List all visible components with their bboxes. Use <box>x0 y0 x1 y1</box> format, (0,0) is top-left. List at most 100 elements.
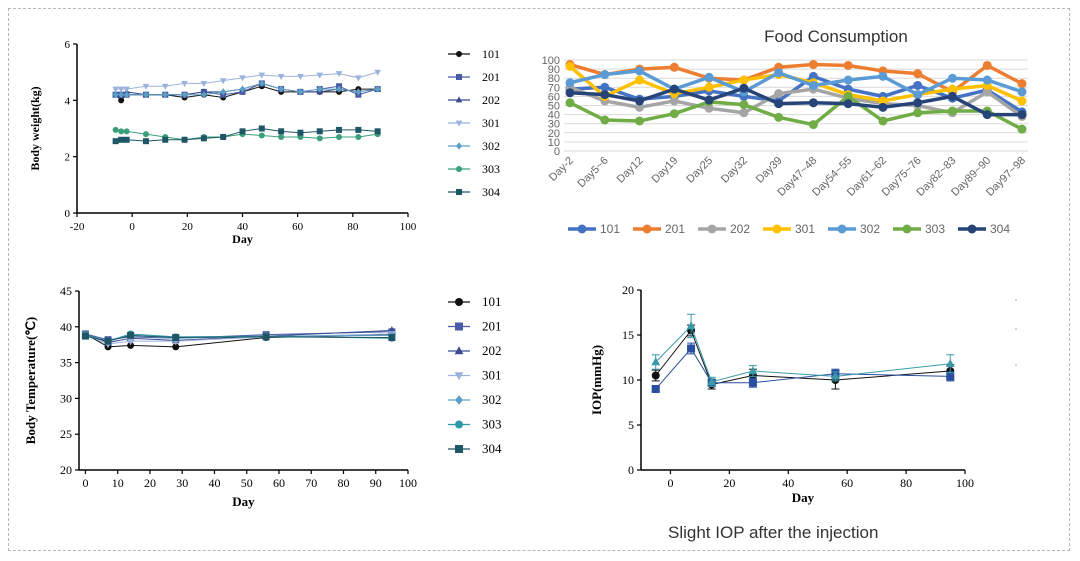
data-point <box>278 85 285 93</box>
data-point <box>239 128 246 135</box>
legend-item-303: 303 <box>893 222 945 236</box>
data-point <box>142 83 150 90</box>
legend-label: 202 <box>482 343 502 358</box>
data-point <box>200 91 207 99</box>
legend-item-304: 304 <box>448 441 502 456</box>
legend-item-304: 304 <box>958 222 1010 236</box>
data-point <box>748 378 757 387</box>
y-tick-label: 20 <box>622 283 634 297</box>
y-tick-label: 2 <box>65 152 71 164</box>
y-tick-label: 40 <box>548 110 560 122</box>
x-axis-label: Day <box>232 232 253 246</box>
legend-marker <box>454 346 464 355</box>
data-point <box>808 60 818 70</box>
legend-item-302: 302 <box>828 222 880 236</box>
data-point <box>374 128 381 135</box>
legend-item-201: 201 <box>448 70 500 84</box>
data-point <box>81 332 89 340</box>
data-point <box>651 371 660 380</box>
series-301 <box>112 69 381 93</box>
legend-marker <box>455 445 463 453</box>
data-point <box>123 91 130 99</box>
x-tick-label: 30 <box>176 476 188 490</box>
x-axis-label: Day <box>232 494 255 509</box>
data-point <box>982 110 992 120</box>
data-point <box>278 133 285 140</box>
data-point <box>704 82 714 92</box>
data-point <box>748 366 758 375</box>
data-point <box>335 71 343 78</box>
data-point <box>112 126 119 133</box>
data-point <box>774 99 784 109</box>
legend-label: 301 <box>795 222 815 236</box>
series-line <box>655 329 951 386</box>
series-line <box>569 94 1023 131</box>
x-tick-label: 40 <box>782 476 794 490</box>
data-point <box>200 135 207 142</box>
x-tick-label: 80 <box>347 221 359 233</box>
x-tick-label: 70 <box>305 476 317 490</box>
legend: 101 201 202 301 302 303 304 <box>568 222 1010 236</box>
y-tick-label: 60 <box>548 91 560 103</box>
y-tick-label: 35 <box>60 356 72 370</box>
legend-label: 304 <box>990 222 1010 236</box>
x-tick-label: 50 <box>241 476 253 490</box>
data-point <box>355 88 362 96</box>
x-tick-label: 20 <box>144 476 156 490</box>
data-point <box>669 96 679 106</box>
data-point <box>239 75 246 82</box>
data-point <box>118 128 125 135</box>
data-point <box>1017 124 1027 134</box>
legend-label: 101 <box>600 222 620 236</box>
y-tick-label: 80 <box>548 73 560 85</box>
data-point <box>127 341 135 349</box>
legend-marker <box>707 224 717 234</box>
chart-iop: 0 5 10 15 20 0 20 40 60 80 100 Day IOP(mmHg) <box>589 283 974 505</box>
data-point <box>843 91 853 101</box>
y-tick-label: 25 <box>60 427 72 441</box>
data-point <box>651 357 661 366</box>
data-point <box>565 61 575 71</box>
data-point <box>316 85 323 93</box>
legend-item-301: 301 <box>448 368 502 383</box>
data-point <box>669 109 679 119</box>
x-tick-label: Day32 <box>719 155 750 186</box>
series-line <box>655 325 951 383</box>
legend-marker <box>455 395 463 405</box>
data-point <box>142 131 149 138</box>
y-tick-label: 5 <box>628 418 634 432</box>
legend-label: 303 <box>925 222 945 236</box>
data-point <box>982 87 992 97</box>
legend-label: 302 <box>482 392 502 407</box>
legend-marker <box>455 420 463 429</box>
y-tick-label: 15 <box>622 328 634 342</box>
data-point <box>388 334 396 342</box>
series-line <box>85 334 392 342</box>
series-line <box>569 69 1023 97</box>
data-point <box>808 98 818 108</box>
legend-label: 201 <box>482 70 500 84</box>
data-point <box>161 83 169 90</box>
series-302 <box>112 79 381 99</box>
legend-item-101: 101 <box>448 294 502 309</box>
series-line <box>85 329 392 344</box>
legend-label: 202 <box>730 222 750 236</box>
chart-title: Food Consumption <box>764 27 908 46</box>
y-axis-label: IOP(mmHg) <box>589 345 604 415</box>
y-tick-label: 20 <box>60 463 72 477</box>
data-point <box>123 128 130 135</box>
legend-marker <box>455 322 463 331</box>
x-tick-label: 0 <box>129 221 135 233</box>
data-point <box>600 90 610 100</box>
data-point <box>126 338 135 346</box>
legend-label: 304 <box>482 441 502 456</box>
legend-item-302: 302 <box>448 139 500 153</box>
legend-marker <box>454 372 464 381</box>
data-point <box>707 377 717 385</box>
data-point <box>808 120 818 130</box>
legend-marker <box>455 120 463 127</box>
data-point <box>316 135 323 142</box>
data-point <box>277 73 285 80</box>
series-line <box>115 129 378 141</box>
legend-marker <box>967 224 977 234</box>
